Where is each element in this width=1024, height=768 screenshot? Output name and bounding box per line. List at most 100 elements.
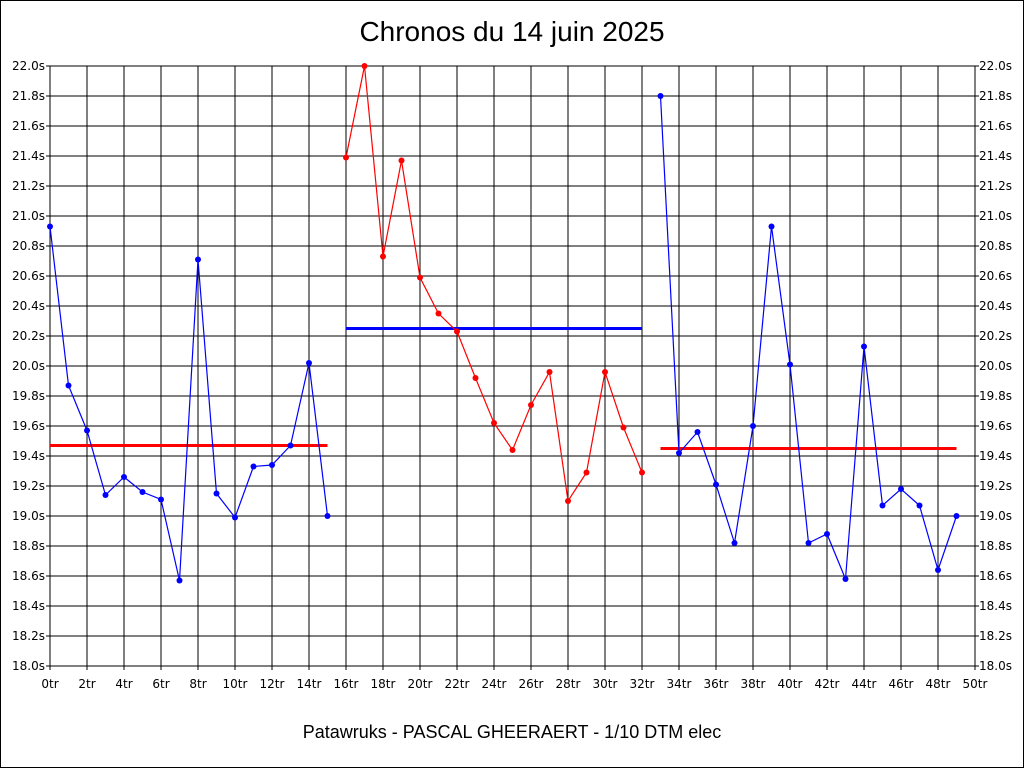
y-tick-label-left: 20.2s: [12, 329, 45, 343]
x-tick-label: 40tr: [778, 677, 803, 691]
y-tick-label-left: 21.0s: [12, 209, 45, 223]
x-tick-label: 2tr: [78, 677, 95, 691]
y-tick-label-right: 20.4s: [979, 299, 1012, 313]
data-point: [176, 577, 183, 584]
data-point: [879, 502, 886, 509]
y-tick-label-left: 19.0s: [12, 509, 45, 523]
data-point: [435, 310, 442, 317]
y-tick-label-right: 22.0s: [979, 59, 1012, 73]
data-point: [731, 540, 738, 546]
data-point: [102, 492, 109, 498]
x-tick-label: 0tr: [41, 677, 58, 691]
data-point: [454, 328, 460, 335]
data-point: [195, 256, 201, 263]
x-tick-label: 46tr: [889, 677, 914, 691]
y-tick-label-right: 18.2s: [979, 629, 1012, 643]
y-tick-label-right: 19.6s: [979, 419, 1012, 433]
data-point: [398, 157, 405, 164]
data-point: [84, 427, 90, 434]
data-point: [898, 486, 904, 492]
series-line-1: [49, 226, 329, 581]
data-point: [768, 223, 775, 230]
y-tick-label-left: 18.0s: [12, 659, 45, 673]
data-point: [620, 424, 627, 431]
x-tick-label: 26tr: [519, 677, 544, 691]
data-point: [121, 474, 127, 480]
data-point: [787, 361, 793, 368]
data-point: [546, 369, 553, 375]
y-tick-label-right: 18.0s: [979, 659, 1012, 673]
x-tick-label: 48tr: [926, 677, 951, 691]
y-tick-label-right: 19.0s: [979, 509, 1012, 523]
data-point: [676, 450, 682, 456]
data-point: [509, 447, 516, 453]
y-tick-label-right: 19.2s: [979, 479, 1012, 493]
x-tick-label: 36tr: [704, 677, 729, 691]
y-tick-label-right: 18.4s: [979, 599, 1012, 613]
y-tick-label-left: 21.8s: [12, 89, 45, 103]
y-tick-label-right: 19.4s: [979, 449, 1012, 463]
x-tick-label: 12tr: [260, 677, 285, 691]
y-tick-label-left: 21.6s: [12, 119, 45, 133]
y-tick-label-right: 20.2s: [979, 329, 1012, 343]
data-point: [842, 576, 849, 582]
data-point: [417, 274, 423, 281]
x-tick-label: 34tr: [667, 677, 692, 691]
data-point: [324, 513, 331, 519]
x-tick-label: 10tr: [223, 677, 248, 691]
data-point: [269, 462, 275, 468]
x-tick-label: 32tr: [630, 677, 655, 691]
y-tick-label-right: 18.8s: [979, 539, 1012, 553]
y-tick-label-left: 21.4s: [12, 149, 45, 163]
data-point: [306, 360, 312, 366]
data-point: [935, 567, 941, 573]
y-tick-label-left: 19.4s: [12, 449, 45, 463]
data-point: [565, 498, 571, 504]
data-point: [583, 469, 590, 476]
y-tick-label-left: 20.4s: [12, 299, 45, 313]
x-tick-label: 50tr: [963, 677, 988, 691]
data-point: [213, 490, 220, 497]
x-tick-label: 22tr: [445, 677, 470, 691]
series-line-3: [659, 95, 958, 580]
x-tick-label: 16tr: [334, 677, 359, 691]
y-tick-label-left: 20.0s: [12, 359, 45, 373]
chart-title: Chronos du 14 juin 2025: [359, 16, 665, 47]
data-point: [694, 429, 701, 435]
y-tick-label-left: 22.0s: [12, 59, 45, 73]
data-point: [232, 514, 238, 521]
y-tick-label-right: 21.8s: [979, 89, 1012, 103]
data-point: [250, 463, 257, 470]
x-tick-label: 38tr: [741, 677, 766, 691]
y-tick-label-right: 21.4s: [979, 149, 1012, 163]
y-tick-label-left: 21.2s: [12, 179, 45, 193]
y-tick-label-right: 21.6s: [979, 119, 1012, 133]
data-point: [805, 540, 812, 546]
data-point: [602, 369, 608, 375]
y-tick-label-left: 18.6s: [12, 569, 45, 583]
x-tick-label: 28tr: [556, 677, 581, 691]
y-tick-label-left: 19.8s: [12, 389, 45, 403]
data-point: [472, 375, 479, 381]
x-tick-label: 6tr: [152, 677, 169, 691]
x-tick-label: 30tr: [593, 677, 618, 691]
data-point: [139, 489, 146, 495]
data-point: [491, 420, 497, 426]
data-point: [639, 469, 645, 476]
x-tick-label: 44tr: [852, 677, 877, 691]
data-point: [824, 531, 830, 537]
data-point: [528, 402, 534, 408]
y-tick-label-left: 19.6s: [12, 419, 45, 433]
y-tick-label-left: 18.2s: [12, 629, 45, 643]
y-tick-label-right: 20.6s: [979, 269, 1012, 283]
x-tick-label: 14tr: [297, 677, 322, 691]
data-point: [343, 154, 349, 161]
chart-subtitle: Patawruks - PASCAL GHEERAERT - 1/10 DTM …: [302, 722, 722, 742]
x-tick-label: 24tr: [482, 677, 507, 691]
data-point: [65, 382, 72, 389]
data-point: [713, 481, 719, 488]
data-point: [861, 343, 867, 350]
data-point: [916, 502, 923, 509]
y-tick-label-left: 20.6s: [12, 269, 45, 283]
